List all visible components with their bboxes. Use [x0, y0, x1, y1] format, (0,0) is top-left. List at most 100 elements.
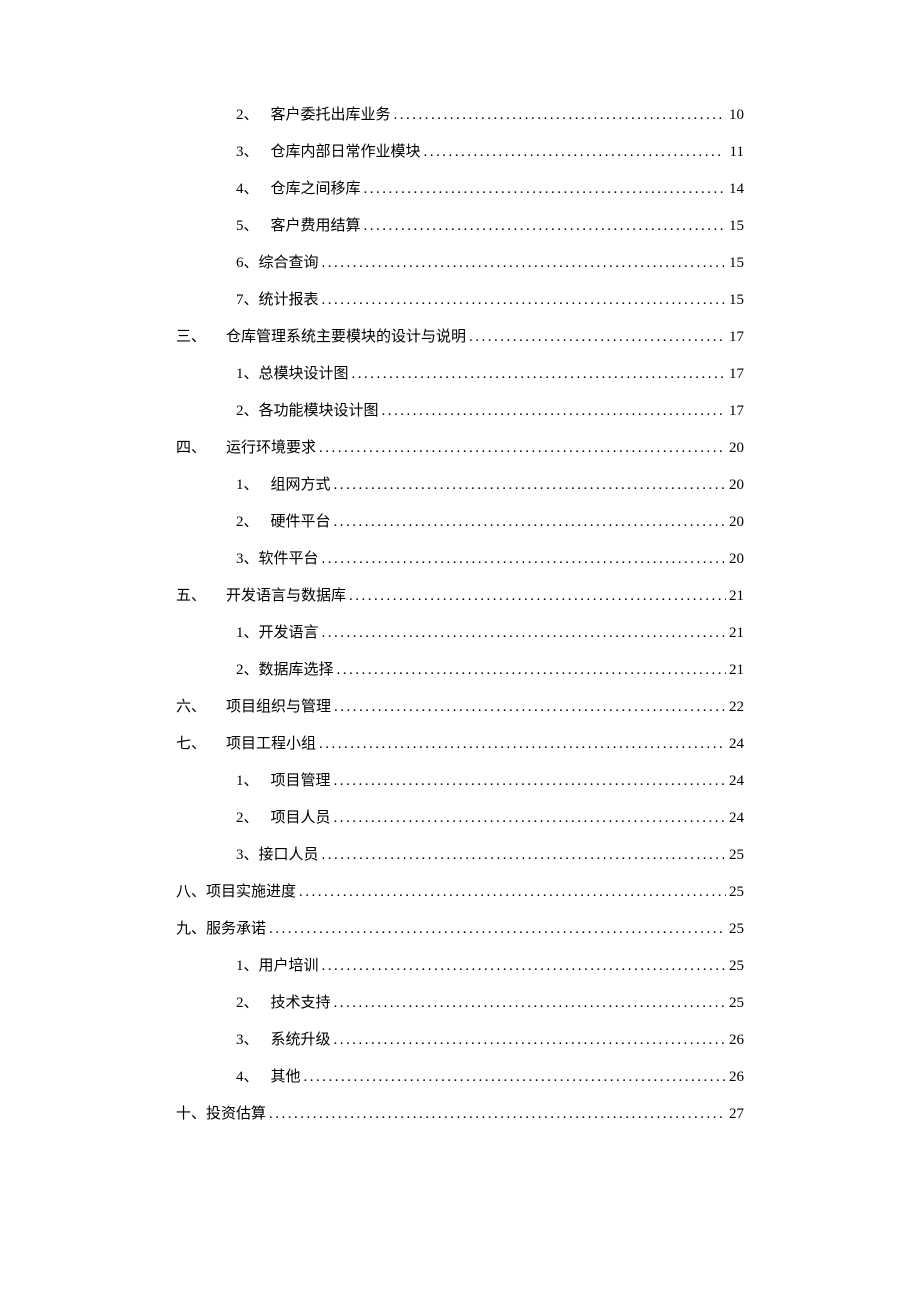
toc-leader-dots — [334, 700, 726, 715]
toc-entry: 6、综合查询 15 — [236, 256, 744, 271]
toc-entry-number: 2、 — [236, 811, 259, 826]
toc-entry-number: 6、 — [236, 256, 259, 271]
toc-entry: 六、项目组织与管理22 — [176, 700, 744, 715]
toc-entry: 7、统计报表15 — [236, 293, 744, 308]
toc-entry-title: 硬件平台 — [271, 515, 331, 530]
toc-entry-title: 服务承诺 — [206, 922, 266, 937]
toc-entry-page: 10 — [729, 108, 744, 123]
toc-entry-page: 21 — [729, 589, 744, 604]
toc-entry-title: 综合查询 — [259, 256, 319, 271]
toc-entry: 1、开发语言 21 — [236, 626, 744, 641]
toc-entry-title: 其他 — [271, 1070, 301, 1085]
toc-entry-number: 2、 — [236, 663, 259, 678]
toc-entry-number: 七、 — [176, 737, 226, 752]
toc-entry-number: 2、 — [236, 515, 259, 530]
toc-entry: 2、技术支持25 — [236, 996, 744, 1011]
toc-entry-page: 21 — [729, 626, 744, 641]
toc-leader-dots — [334, 478, 726, 493]
toc-entry-title: 项目组织与管理 — [226, 700, 331, 715]
toc-entry-number: 1、 — [236, 774, 259, 789]
toc-entry-title: 系统升级 — [271, 1033, 331, 1048]
toc-leader-dots — [334, 996, 726, 1011]
toc-entry: 三、仓库管理系统主要模块的设计与说明 17 — [176, 330, 744, 345]
toc-leader-dots — [352, 367, 726, 382]
toc-entry-page: 27 — [729, 1107, 744, 1122]
toc-entry: 2、项目人员24 — [236, 811, 744, 826]
toc-leader-dots — [394, 108, 726, 123]
toc-leader-dots — [334, 1033, 726, 1048]
toc-entry-page: 22 — [729, 700, 744, 715]
toc-entry: 5、客户费用结算 15 — [236, 219, 744, 234]
toc-entry-title: 项目管理 — [271, 774, 331, 789]
toc-entry: 3、软件平台 20 — [236, 552, 744, 567]
toc-entry-number: 4、 — [236, 182, 259, 197]
toc-entry: 4、仓库之间移库14 — [236, 182, 744, 197]
toc-entry-page: 14 — [729, 182, 744, 197]
toc-entry-title: 仓库内部日常作业模块 — [271, 145, 421, 160]
toc-entry-page: 26 — [729, 1033, 744, 1048]
toc-entry-number: 3、 — [236, 552, 259, 567]
toc-leader-dots — [319, 737, 726, 752]
toc-entry-title: 总模块设计图 — [259, 367, 349, 382]
toc-leader-dots — [304, 1070, 726, 1085]
toc-entry-number: 2、 — [236, 996, 259, 1011]
toc-entry-title: 开发语言与数据库 — [226, 589, 346, 604]
toc-entry: 1、组网方式20 — [236, 478, 744, 493]
toc-entry-number: 九、 — [176, 922, 206, 937]
toc-entry-page: 21 — [729, 663, 744, 678]
toc-entry-title: 开发语言 — [259, 626, 319, 641]
toc-entry: 2、客户委托出库业务10 — [236, 108, 744, 123]
toc-entry-number: 八、 — [176, 885, 206, 900]
toc-entry-page: 25 — [729, 848, 744, 863]
toc-leader-dots — [322, 256, 726, 271]
toc-entry-page: 17 — [729, 367, 744, 382]
toc-entry-number: 1、 — [236, 959, 259, 974]
toc-leader-dots — [322, 552, 726, 567]
toc-entry-page: 20 — [729, 441, 744, 456]
toc-leader-dots — [334, 811, 726, 826]
toc-entry-page: 15 — [729, 219, 744, 234]
toc-entry: 七、项目工程小组 24 — [176, 737, 744, 752]
toc-entry-title: 投资估算 — [206, 1107, 266, 1122]
toc-entry: 四、运行环境要求20 — [176, 441, 744, 456]
toc-container: 2、客户委托出库业务103、仓库内部日常作业模块114、仓库之间移库145、客户… — [176, 108, 744, 1122]
toc-entry-page: 20 — [729, 515, 744, 530]
toc-entry-title: 接口人员 — [259, 848, 319, 863]
toc-entry-title: 仓库管理系统主要模块的设计与说明 — [226, 330, 466, 345]
toc-leader-dots — [469, 330, 726, 345]
toc-entry-page: 25 — [729, 885, 744, 900]
toc-entry-page: 25 — [729, 922, 744, 937]
toc-leader-dots — [322, 626, 726, 641]
toc-leader-dots — [319, 441, 726, 456]
toc-leader-dots — [322, 848, 726, 863]
toc-entry-page: 20 — [729, 552, 744, 567]
toc-entry-page: 25 — [729, 959, 744, 974]
toc-entry-number: 三、 — [176, 330, 226, 345]
toc-entry-number: 2、 — [236, 108, 259, 123]
toc-entry-number: 十、 — [176, 1107, 206, 1122]
toc-entry-title: 客户费用结算 — [271, 219, 361, 234]
toc-entry-page: 24 — [729, 737, 744, 752]
toc-entry-title: 运行环境要求 — [226, 441, 316, 456]
toc-entry-number: 1、 — [236, 626, 259, 641]
toc-entry: 1、总模块设计图17 — [236, 367, 744, 382]
toc-entry-number: 4、 — [236, 1070, 259, 1085]
toc-entry-title: 软件平台 — [259, 552, 319, 567]
toc-entry-page: 15 — [729, 256, 744, 271]
toc-entry-number: 3、 — [236, 848, 259, 863]
toc-entry-title: 项目工程小组 — [226, 737, 316, 752]
toc-entry: 3、系统升级26 — [236, 1033, 744, 1048]
toc-entry-number: 5、 — [236, 219, 259, 234]
toc-entry-page: 20 — [729, 478, 744, 493]
toc-entry-number: 2、 — [236, 404, 259, 419]
toc-leader-dots — [322, 293, 726, 308]
toc-leader-dots — [299, 885, 726, 900]
toc-entry: 九、服务承诺 25 — [176, 922, 744, 937]
toc-entry: 八、项目实施进度25 — [176, 885, 744, 900]
toc-entry: 2、硬件平台 20 — [236, 515, 744, 530]
toc-entry: 4、其他26 — [236, 1070, 744, 1085]
toc-entry: 1、项目管理24 — [236, 774, 744, 789]
toc-entry-page: 17 — [729, 330, 744, 345]
toc-leader-dots — [337, 663, 726, 678]
toc-entry-title: 数据库选择 — [259, 663, 334, 678]
